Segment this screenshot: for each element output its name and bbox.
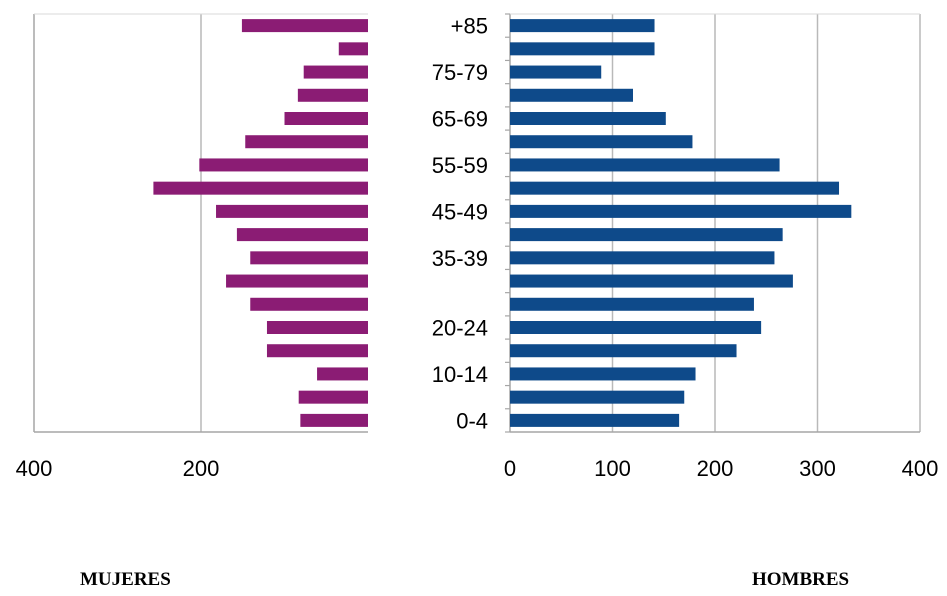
men-bar-30-34 bbox=[510, 274, 793, 288]
men-bar-75-79 bbox=[510, 65, 602, 79]
women-bar-+85 bbox=[241, 19, 368, 33]
category-label-45-49: 45-49 bbox=[432, 199, 488, 224]
men-bar-60-64 bbox=[510, 135, 693, 149]
women-bar-10-14 bbox=[317, 367, 368, 381]
men-bar-65-69 bbox=[510, 112, 666, 125]
men-x-tick-label: 100 bbox=[594, 456, 631, 481]
men-bar-55-59 bbox=[510, 158, 780, 172]
men-bar-50-54 bbox=[510, 181, 840, 195]
women-x-tick-label: 400 bbox=[16, 456, 53, 481]
women-bar-30-34 bbox=[226, 274, 368, 288]
women-bar-20-24 bbox=[266, 321, 368, 334]
category-label-0-4: 0-4 bbox=[456, 408, 488, 433]
men-bar-35-39 bbox=[510, 251, 775, 265]
women-bar-55-59 bbox=[199, 158, 368, 172]
category-label-20-24: 20-24 bbox=[432, 316, 488, 341]
category-label-35-39: 35-39 bbox=[432, 246, 488, 271]
men-bar-25-29 bbox=[510, 297, 754, 311]
women-bar-25-29 bbox=[250, 297, 368, 311]
men-x-tick-label: 200 bbox=[697, 456, 734, 481]
women-bar-70-74 bbox=[297, 88, 368, 102]
men-bar-70-74 bbox=[510, 88, 633, 102]
category-label-10-14: 10-14 bbox=[432, 362, 488, 387]
men-bar-10-14 bbox=[510, 367, 696, 381]
men-bar-+85 bbox=[510, 19, 655, 33]
women-bar-65-69 bbox=[284, 112, 368, 125]
men-bar-5-9 bbox=[510, 390, 685, 404]
men-x-tick-label: 0 bbox=[504, 456, 516, 481]
women-bar-15-19 bbox=[266, 344, 368, 358]
men-bar-20-24 bbox=[510, 321, 762, 334]
women-bar-75-79 bbox=[303, 65, 368, 79]
women-bar-50-54 bbox=[153, 181, 368, 195]
category-label-65-69: 65-69 bbox=[432, 107, 488, 132]
women-bar-40-44 bbox=[236, 228, 368, 242]
men-bar-0-4 bbox=[510, 413, 680, 427]
category-label-+85: +85 bbox=[451, 14, 488, 39]
men-x-tick-label: 400 bbox=[902, 456, 939, 481]
category-label-75-79: 75-79 bbox=[432, 60, 488, 85]
women-x-tick-label: 200 bbox=[183, 456, 220, 481]
women-bar-60-64 bbox=[245, 135, 368, 149]
category-label-55-59: 55-59 bbox=[432, 153, 488, 178]
women-bar-35-39 bbox=[250, 251, 368, 265]
men-label: HOMBRES bbox=[752, 569, 850, 590]
men-bar-45-49 bbox=[510, 204, 852, 218]
women-bar-80-84 bbox=[338, 42, 368, 56]
women-bar-45-49 bbox=[216, 204, 368, 218]
men-bar-40-44 bbox=[510, 228, 783, 242]
women-bar-0-4 bbox=[300, 413, 368, 427]
men-bar-80-84 bbox=[510, 42, 655, 56]
women-bar-5-9 bbox=[298, 390, 368, 404]
women-label: MUJERES bbox=[80, 569, 171, 590]
men-x-tick-label: 300 bbox=[799, 456, 836, 481]
men-bar-15-19 bbox=[510, 344, 737, 358]
